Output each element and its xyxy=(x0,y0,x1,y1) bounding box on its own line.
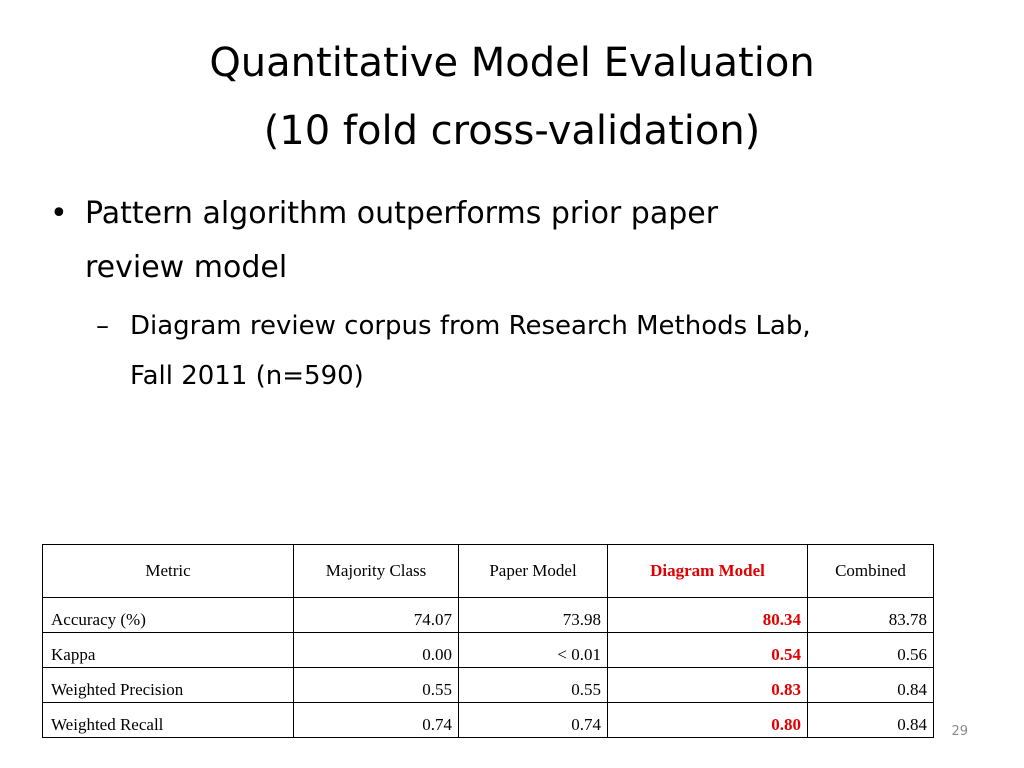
majority-class-value: 74.07 xyxy=(293,597,459,633)
table-row: Kappa 0.00 < 0.01 0.54 0.56 xyxy=(42,632,934,668)
table-row: Weighted Recall 0.74 0.74 0.80 0.84 xyxy=(42,702,934,738)
diagram-model-value: 0.83 xyxy=(607,667,808,703)
bullet-text-line: review model xyxy=(85,250,288,285)
diagram-model-value: 0.54 xyxy=(607,632,808,668)
page-number: 29 xyxy=(951,724,968,739)
sub-bullet-text-line: Fall 2011 (n=590) xyxy=(130,361,364,391)
paper-model-value: 73.98 xyxy=(458,597,608,633)
paper-model-value: 0.55 xyxy=(458,667,608,703)
header-cell-majority-class: Majority Class xyxy=(293,544,459,598)
slide-title-line-2: (10 fold cross-validation) xyxy=(263,108,761,154)
majority-class-value: 0.74 xyxy=(293,702,459,738)
slide-title-line-1: Quantitative Model Evaluation xyxy=(209,40,815,86)
metrics-table: Metric Majority Class Paper Model Diagra… xyxy=(42,544,934,738)
combined-value: 83.78 xyxy=(807,597,934,633)
bullet-marker: • xyxy=(50,196,68,231)
majority-class-value: 0.00 xyxy=(293,632,459,668)
combined-value: 0.56 xyxy=(807,632,934,668)
header-cell-paper-model: Paper Model xyxy=(458,544,608,598)
table-row: Weighted Precision 0.55 0.55 0.83 0.84 xyxy=(42,667,934,703)
sub-bullet-text-line: Diagram review corpus from Research Meth… xyxy=(130,311,811,341)
bullet-text-line: Pattern algorithm outperforms prior pape… xyxy=(85,196,719,231)
paper-model-value: 0.74 xyxy=(458,702,608,738)
metric-label: Weighted Recall xyxy=(42,702,294,738)
metric-label: Kappa xyxy=(42,632,294,668)
header-cell-metric: Metric xyxy=(42,544,294,598)
combined-value: 0.84 xyxy=(807,667,934,703)
majority-class-value: 0.55 xyxy=(293,667,459,703)
header-cell-diagram-model: Diagram Model xyxy=(607,544,808,598)
metric-label: Accuracy (%) xyxy=(42,597,294,633)
combined-value: 0.84 xyxy=(807,702,934,738)
table-row: Accuracy (%) 74.07 73.98 80.34 83.78 xyxy=(42,597,934,633)
sub-bullet-marker: – xyxy=(96,311,109,341)
diagram-model-value: 0.80 xyxy=(607,702,808,738)
metric-label: Weighted Precision xyxy=(42,667,294,703)
header-cell-combined: Combined xyxy=(807,544,934,598)
diagram-model-value: 80.34 xyxy=(607,597,808,633)
table-header-row: Metric Majority Class Paper Model Diagra… xyxy=(42,544,934,598)
paper-model-value: < 0.01 xyxy=(458,632,608,668)
